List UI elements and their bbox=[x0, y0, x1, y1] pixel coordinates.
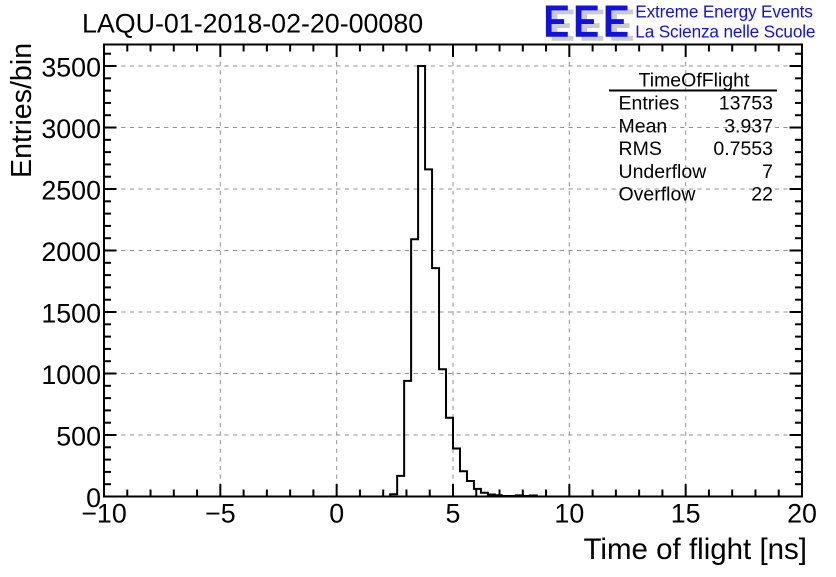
svg-text:10: 10 bbox=[554, 499, 584, 529]
svg-text:TimeOfFlight: TimeOfFlight bbox=[639, 70, 750, 92]
svg-text:Extreme Energy Events: Extreme Energy Events bbox=[635, 1, 812, 21]
svg-text:0: 0 bbox=[86, 483, 101, 513]
svg-text:Time of flight [ns]: Time of flight [ns] bbox=[583, 533, 807, 566]
svg-text:22: 22 bbox=[751, 184, 773, 206]
svg-text:Mean: Mean bbox=[619, 115, 668, 137]
svg-text:20: 20 bbox=[787, 499, 817, 529]
svg-text:2500: 2500 bbox=[41, 175, 101, 205]
svg-text:Entries: Entries bbox=[619, 93, 680, 115]
svg-text:RMS: RMS bbox=[619, 138, 662, 160]
svg-text:LAQU-01-2018-02-20-00080: LAQU-01-2018-02-20-00080 bbox=[82, 9, 423, 39]
svg-text:3.937: 3.937 bbox=[724, 115, 773, 137]
svg-text:−5: −5 bbox=[205, 499, 236, 529]
svg-text:1500: 1500 bbox=[41, 298, 101, 328]
svg-text:La Scienza nelle Scuole: La Scienza nelle Scuole bbox=[635, 22, 815, 42]
svg-text:0.7553: 0.7553 bbox=[713, 138, 773, 160]
svg-text:Entries/bin: Entries/bin bbox=[6, 43, 38, 178]
svg-text:13753: 13753 bbox=[719, 93, 773, 115]
svg-text:Underflow: Underflow bbox=[619, 161, 708, 183]
svg-text:1000: 1000 bbox=[41, 360, 101, 390]
svg-text:0: 0 bbox=[329, 499, 344, 529]
svg-text:2000: 2000 bbox=[41, 237, 101, 267]
svg-text:7: 7 bbox=[762, 161, 773, 183]
svg-text:500: 500 bbox=[56, 421, 101, 451]
svg-text:−10: −10 bbox=[81, 499, 126, 529]
svg-text:Overflow: Overflow bbox=[619, 184, 697, 206]
svg-text:3500: 3500 bbox=[41, 52, 101, 82]
svg-text:3000: 3000 bbox=[41, 114, 101, 144]
svg-text:15: 15 bbox=[671, 499, 701, 529]
svg-text:5: 5 bbox=[446, 499, 461, 529]
